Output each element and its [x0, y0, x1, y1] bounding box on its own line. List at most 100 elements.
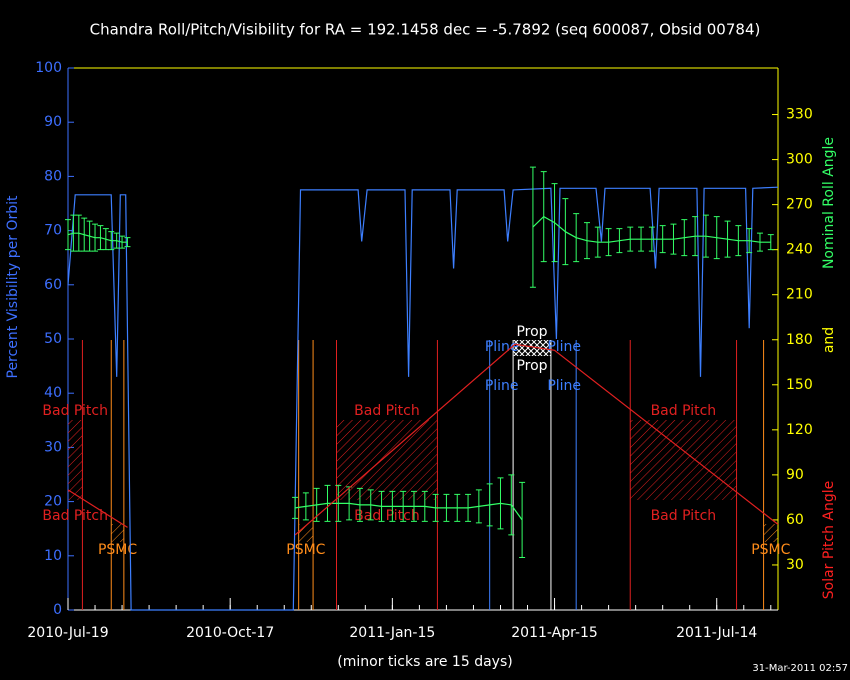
error-bar [627, 226, 634, 252]
error-bar [519, 481, 526, 558]
y2-tick-label: 330 [786, 107, 813, 123]
error-bar [124, 237, 131, 248]
y2-tick-label: 60 [786, 512, 804, 528]
y-tick-label: 0 [53, 602, 62, 618]
x-tick-label: 2011-Apr-15 [511, 625, 598, 641]
error-bar [746, 228, 753, 254]
bad_pitch-label: Bad Pitch [354, 403, 420, 419]
x-tick-label: 2010-Oct-17 [186, 625, 274, 641]
error-bar [540, 171, 547, 263]
error-bar [756, 232, 763, 252]
error-bar [529, 166, 536, 288]
error-bar [573, 213, 580, 263]
error-bar [638, 226, 645, 252]
error-bar [75, 214, 82, 252]
error-bar [659, 225, 666, 254]
y-tick-label: 100 [35, 60, 62, 76]
x-tick-label: 2011-Jan-15 [349, 625, 435, 641]
y-tick-label: 90 [44, 114, 62, 130]
error-bar [497, 477, 504, 530]
psmc-region [298, 524, 314, 542]
pline-label: Pline [547, 378, 581, 394]
error-bar [670, 223, 677, 255]
error-bar [367, 489, 374, 521]
error-bar [465, 493, 472, 522]
bad_pitch-label: Bad Pitch [42, 403, 108, 419]
error-bar [692, 216, 699, 257]
psmc-label: PSMC [751, 542, 790, 558]
error-bar [713, 216, 720, 260]
series-line [67, 186, 779, 611]
y2-tick-label: 270 [786, 197, 813, 213]
y2-tick-label: 120 [786, 422, 813, 438]
bad_pitch-region [336, 420, 438, 500]
psmc-label: PSMC [286, 542, 325, 558]
y2-axis-label: Solar Pitch Angle [821, 481, 837, 600]
error-bar [389, 490, 396, 522]
x-axis-label: (minor ticks are 15 days) [337, 654, 512, 670]
psmc-region [111, 524, 124, 542]
error-bar [486, 483, 493, 527]
error-bar [508, 474, 515, 536]
error-bar [594, 226, 601, 258]
prop-region [513, 340, 551, 356]
y-tick-label: 80 [44, 168, 62, 184]
error-bar [475, 489, 482, 524]
psmc-region [763, 524, 778, 542]
y2-tick-label: 90 [786, 467, 804, 483]
error-bar [454, 493, 461, 522]
error-bar [551, 183, 558, 263]
bad_pitch-region [68, 420, 83, 500]
error-bar [335, 484, 342, 522]
y-tick-label: 40 [44, 385, 62, 401]
y-tick-label: 60 [44, 277, 62, 293]
y-tick-label: 20 [44, 494, 62, 510]
y-tick-label: 70 [44, 223, 62, 239]
pline-label: Pline [485, 378, 519, 394]
error-bar [421, 490, 428, 522]
error-bar [113, 232, 120, 249]
error-bar [119, 235, 126, 249]
y2-tick-label: 180 [786, 332, 813, 348]
pline-label: Pline [547, 339, 581, 355]
prop-label: Prop [516, 358, 547, 374]
prop-label: Prop [516, 324, 547, 340]
x-tick-label: 2010-Jul-19 [27, 625, 108, 641]
error-bar [724, 220, 731, 258]
error-bar [292, 496, 299, 519]
y2-tick-label: 210 [786, 287, 813, 303]
chart-title: Chandra Roll/Pitch/Visibility for RA = 1… [90, 21, 761, 39]
error-bar [616, 228, 623, 254]
error-bar [400, 490, 407, 522]
error-bar [108, 231, 115, 251]
psmc-label: PSMC [98, 542, 137, 558]
error-bar [97, 225, 104, 251]
y2-axis-label: Nominal Roll Angle [821, 137, 837, 269]
y-tick-label: 30 [44, 439, 62, 455]
y-axis-label: Percent Visibility per Orbit [5, 195, 21, 379]
error-bar [702, 214, 709, 258]
error-bar [410, 490, 417, 522]
error-bar [86, 220, 93, 252]
error-bar [443, 493, 450, 522]
error-bar [681, 219, 688, 257]
series-line [67, 343, 779, 536]
y2-tick-label: 240 [786, 242, 813, 258]
error-bar [92, 223, 99, 252]
error-bar [324, 484, 331, 522]
y-tick-label: 50 [44, 331, 62, 347]
y2-axis-label: and [821, 327, 837, 353]
bad_pitch-region [630, 420, 737, 500]
error-bar [562, 198, 569, 266]
error-bar [81, 217, 88, 252]
error-bar [432, 493, 439, 522]
x-tick-label: 2011-Jul-14 [676, 625, 757, 641]
y-tick-label: 10 [44, 548, 62, 564]
error-bar [735, 225, 742, 257]
bad_pitch-label: Bad Pitch [42, 508, 108, 524]
y2-tick-label: 300 [786, 152, 813, 168]
error-bar [605, 228, 612, 257]
